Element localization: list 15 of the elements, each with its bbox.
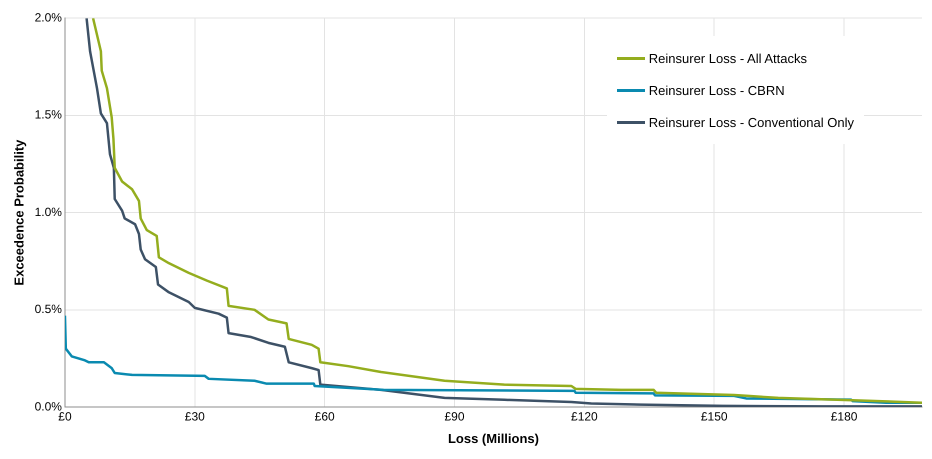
x-tick-label: £90 [444,410,465,424]
y-axis-title: Exceedence Probability [11,138,26,286]
x-tick-label: £180 [830,410,858,424]
y-tick-label: 0.5% [34,302,62,316]
y-tick-label: 2.0% [34,10,62,25]
x-tick-label: £60 [314,410,335,424]
legend-label: Reinsurer Loss - CBRN [648,82,785,98]
x-tick-label: £150 [700,410,728,424]
x-axis-title: Loss (Millions) [448,430,539,446]
y-tick-label: 1.5% [34,108,62,122]
legend-label: Reinsurer Loss - Conventional Only [648,114,854,130]
y-tick-label: 1.0% [34,204,62,219]
legend-label: Reinsurer Loss - All Attacks [648,50,808,66]
x-tick-label: £120 [571,410,598,424]
x-tick-label: £30 [184,410,206,424]
